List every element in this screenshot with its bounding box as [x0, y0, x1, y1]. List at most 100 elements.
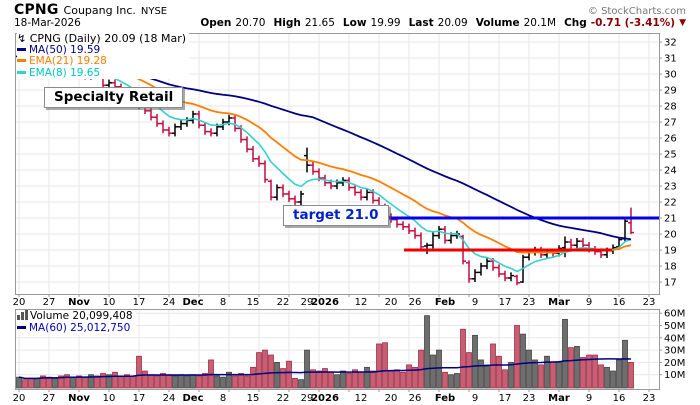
open-value: 20.70	[235, 17, 266, 29]
volume-bar	[22, 379, 28, 389]
high-value: 21.65	[304, 17, 335, 29]
open-label: Open	[200, 17, 232, 29]
price-axis-label: 22	[664, 198, 677, 209]
date-axis-label: 22	[277, 393, 290, 404]
date-axis-label: Mar	[548, 393, 570, 404]
volume-bar	[28, 378, 34, 389]
volume-ma60-line	[18, 358, 632, 380]
date-axis-label: 27	[43, 297, 56, 308]
date-axis-label: 24	[163, 393, 176, 404]
volume-bar	[538, 364, 544, 389]
volume-bar	[40, 375, 46, 389]
price-axis-label: 23	[664, 182, 677, 193]
volume-bar	[94, 375, 100, 389]
volume-bar	[556, 362, 562, 389]
volume-legend-line: Volume 20,099,408	[17, 310, 133, 323]
volume-bar	[316, 370, 322, 389]
volume-label: Volume	[475, 17, 520, 29]
price-axis-label: 31	[664, 54, 677, 65]
volume-bar	[412, 366, 418, 389]
target-annotation-text: target 21.0	[293, 207, 379, 223]
volume-bar	[568, 347, 574, 389]
price-axis-label: 20	[664, 230, 677, 241]
volume-bar	[388, 370, 394, 389]
volume-bar	[484, 364, 490, 389]
volume-bar	[226, 371, 232, 389]
volume-bar	[202, 373, 208, 389]
date-axis-label: 17	[499, 297, 512, 308]
price-axis-label: 25	[664, 150, 677, 161]
date-axis-label: 27	[43, 393, 56, 404]
volume-bar	[532, 359, 538, 389]
legend-symbol-line: ↯ CPNG (Daily) 20.09 (18 Mar)	[17, 33, 186, 45]
date-axis-label: Nov	[68, 393, 90, 404]
volume-bar	[172, 375, 178, 389]
volume-bar	[298, 379, 304, 389]
date-axis-label: 29	[301, 393, 314, 404]
volume-bar	[310, 369, 316, 389]
volume-bar	[328, 371, 334, 389]
price-axis-label: 32	[664, 38, 677, 49]
volume-bar	[304, 349, 310, 389]
volume-bar	[478, 359, 484, 389]
volume-bar	[472, 334, 478, 389]
volume-bar	[394, 369, 400, 389]
volume-bar	[340, 370, 346, 389]
date-axis-label: 16	[613, 297, 626, 308]
date-axis-label: Feb	[435, 393, 455, 404]
date-axis-label: 10	[103, 297, 116, 308]
price-axis-label: 28	[664, 102, 677, 113]
stockcharts-credit-link[interactable]: © StockCharts.com	[587, 6, 686, 17]
chart-date: 18-Mar-2026	[14, 17, 81, 29]
date-axis-label: 12	[355, 297, 368, 308]
volume-bar	[604, 366, 610, 389]
volume-bars-icon	[17, 310, 28, 320]
down-triangle-icon: ▼	[679, 18, 686, 28]
date-axis-label: 23	[643, 393, 656, 404]
overlay-swatch	[17, 47, 26, 51]
volume-bar	[400, 371, 406, 389]
volume-ma-swatch	[17, 325, 26, 329]
volume-bar	[496, 355, 502, 389]
volume-bar	[130, 375, 136, 389]
low-label: Low	[342, 17, 367, 29]
volume-bar	[184, 375, 190, 389]
date-axis-label: 2026	[311, 393, 339, 404]
volume-bar	[166, 374, 172, 389]
ohlc-quote: Open 20.70 High 21.65 Low 19.99 Last 20.…	[196, 17, 686, 29]
date-axis-label: 24	[163, 297, 176, 308]
price-axis-label: 30	[664, 70, 677, 81]
volume-bar	[118, 375, 124, 389]
volume-legend-text: Volume 20,099,408	[30, 310, 133, 322]
volume-bar	[292, 378, 298, 389]
volume-bar	[58, 375, 64, 389]
quote-strip: 18-Mar-2026 Open 20.70 High 21.65 Low 19…	[14, 17, 686, 29]
volume-bar	[190, 374, 196, 389]
volume-bar	[436, 349, 442, 389]
volume-bar	[520, 333, 526, 389]
volume-bar	[352, 369, 358, 389]
date-axis-label: 8	[220, 393, 226, 404]
date-axis-label: Nov	[68, 297, 90, 308]
volume-bar	[268, 354, 274, 389]
date-axis-label: 9	[472, 393, 478, 404]
volume-bar	[256, 352, 262, 389]
volume-bar	[100, 373, 106, 389]
price-axis-label: 17	[664, 278, 677, 289]
volume-bar	[286, 360, 292, 389]
date-axis-label: 20	[385, 393, 398, 404]
date-axis-label: Dec	[182, 297, 203, 308]
date-axis-label: Feb	[435, 297, 455, 308]
chart-header: CPNG Coupang Inc. NYSE © StockCharts.com	[14, 2, 686, 18]
volume-bar	[82, 376, 88, 389]
sector-annotation-text: Specialty Retail	[54, 89, 174, 105]
volume-bar	[376, 343, 382, 389]
volume-bar	[238, 373, 244, 389]
last-label: Last	[408, 17, 434, 29]
chg-label: Chg	[564, 17, 587, 29]
volume-bar	[364, 366, 370, 389]
target-annotation-box: target 21.0	[283, 205, 389, 226]
volume-bar	[616, 359, 622, 389]
sector-annotation-box: Specialty Retail	[44, 87, 184, 108]
